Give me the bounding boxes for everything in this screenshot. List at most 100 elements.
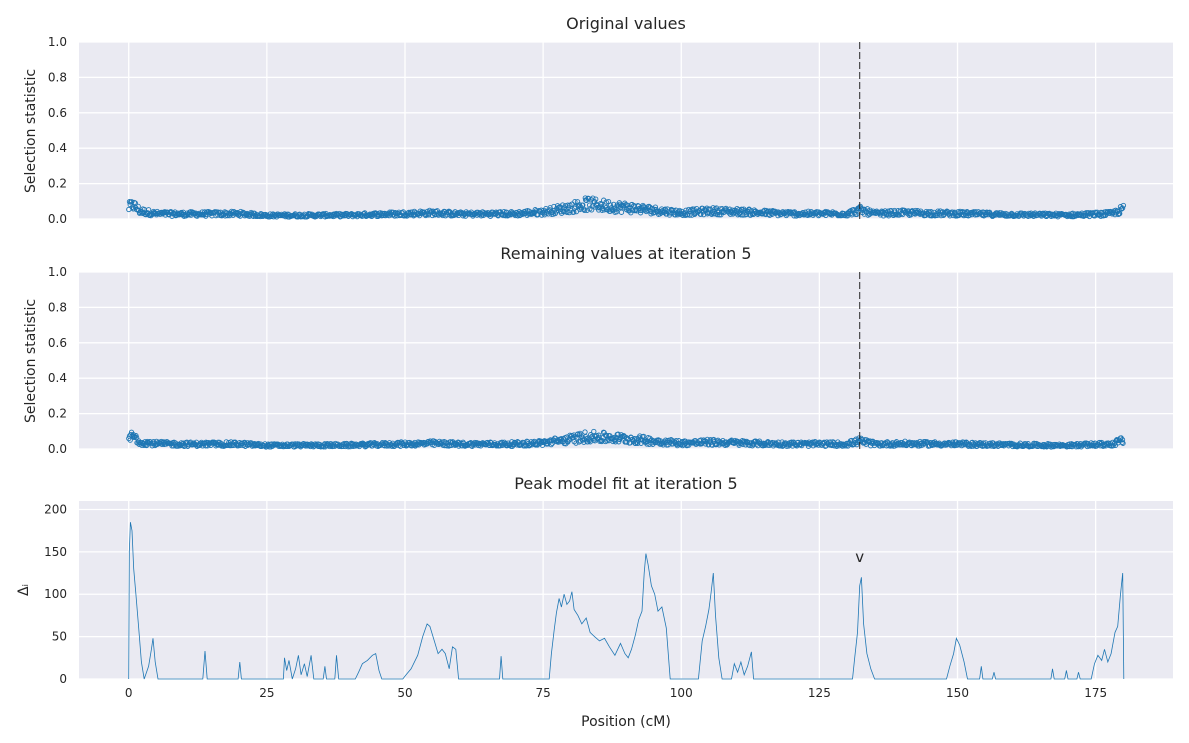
y-tick-label: 50 [52, 630, 67, 644]
y-axis-label: Selection statistic [23, 299, 39, 423]
x-tick-labels: 0 25 50 75 100 125 150 175 [125, 686, 1107, 700]
y-grid-lines [79, 41, 1173, 220]
data-point [597, 201, 604, 207]
data-point [593, 196, 599, 202]
peak-marker: v [855, 548, 864, 566]
delta-series-line [128, 522, 1125, 680]
data-point [564, 209, 570, 216]
data-point [502, 213, 509, 219]
y-tick-label: 0.2 [48, 177, 67, 191]
data-point [673, 207, 679, 213]
data-point [635, 437, 641, 444]
y-tick-label: 0.8 [48, 300, 67, 314]
data-point [707, 436, 714, 443]
data-point [607, 202, 614, 208]
data-point [572, 198, 578, 205]
data-point [548, 441, 554, 448]
x-tick-label: 125 [808, 686, 831, 700]
data-point [145, 207, 152, 213]
data-point [1120, 440, 1126, 446]
x-grid-lines [128, 42, 1097, 219]
plot-area-background [79, 272, 1173, 449]
data-point [822, 208, 829, 215]
data-point [557, 438, 563, 445]
data-point [1097, 439, 1103, 446]
y-tick-label: 200 [44, 502, 67, 516]
data-point [248, 209, 254, 216]
data-point [1119, 437, 1126, 443]
data-point [573, 440, 579, 446]
data-point [481, 209, 487, 216]
data-point [581, 439, 587, 445]
panel-title: Remaining values at iteration 5 [500, 244, 751, 263]
data-point [528, 439, 534, 445]
data-point [652, 204, 659, 210]
x-grid-lines [128, 272, 1097, 449]
data-point [156, 210, 162, 216]
scatter-points [126, 195, 1127, 220]
data-point [599, 437, 605, 444]
data-point [624, 439, 630, 445]
data-point [749, 443, 756, 449]
y-tick-label: 1.0 [48, 35, 67, 49]
data-point [635, 440, 641, 446]
data-point [588, 432, 594, 438]
data-point [418, 210, 424, 216]
y-tick-labels: 0 50 100 150 200 [44, 502, 67, 686]
data-point [591, 428, 597, 435]
y-axis-label: Δᵢ [16, 584, 32, 596]
y-tick-label: 0.4 [48, 141, 67, 155]
x-tick-label: 100 [670, 686, 693, 700]
data-point [1120, 202, 1127, 209]
plot-area-background [79, 501, 1173, 679]
data-point [603, 199, 609, 205]
data-point [888, 443, 895, 449]
data-point [1119, 439, 1125, 446]
data-point [662, 206, 668, 212]
panel-title: Peak model fit at iteration 5 [514, 474, 737, 493]
y-tick-label: 0 [59, 672, 67, 686]
panel-peak-model-fit: Peak model fit at iteration 5 Δᵢ 0 50 100 1… [16, 474, 1173, 730]
panel-original-values: Original values Selection statistic 0.00… [23, 14, 1173, 226]
data-point [158, 209, 164, 216]
x-tick-label: 175 [1084, 686, 1107, 700]
data-point [596, 434, 602, 441]
data-point [618, 209, 625, 215]
data-point [1108, 209, 1114, 216]
y-tick-label: 1.0 [48, 265, 67, 279]
data-point [586, 202, 593, 208]
data-point [390, 442, 396, 448]
data-point [582, 429, 588, 435]
data-point [701, 211, 707, 218]
x-tick-label: 75 [535, 686, 550, 700]
x-tick-label: 150 [946, 686, 969, 700]
y-tick-label: 150 [44, 545, 67, 559]
x-grid-lines [128, 501, 1097, 679]
data-point [807, 211, 813, 217]
data-point [718, 209, 725, 215]
x-tick-label: 50 [397, 686, 412, 700]
data-point [341, 440, 347, 447]
y-tick-label: 0.4 [48, 371, 67, 385]
data-point [1117, 210, 1123, 217]
data-point [611, 201, 617, 208]
data-point [632, 440, 639, 447]
data-point [215, 209, 221, 215]
x-tick-label: 25 [259, 686, 274, 700]
y-tick-label: 0.6 [48, 336, 67, 350]
plot-area-background [79, 42, 1173, 219]
y-axis-label: Selection statistic [23, 69, 39, 193]
data-point [756, 210, 762, 217]
data-point [884, 211, 890, 218]
y-tick-labels: 0.0 0.2 0.4 0.6 0.8 1.0 [48, 35, 67, 226]
data-point [127, 437, 133, 443]
y-tick-label: 0.0 [48, 442, 67, 456]
data-point [571, 209, 577, 215]
panel-title: Original values [566, 14, 686, 33]
scatter-points [126, 428, 1126, 450]
data-point [693, 441, 700, 447]
panel-remaining-values: Remaining values at iteration 5 Selectio… [23, 244, 1173, 456]
data-point [915, 208, 921, 214]
data-point [581, 206, 587, 212]
